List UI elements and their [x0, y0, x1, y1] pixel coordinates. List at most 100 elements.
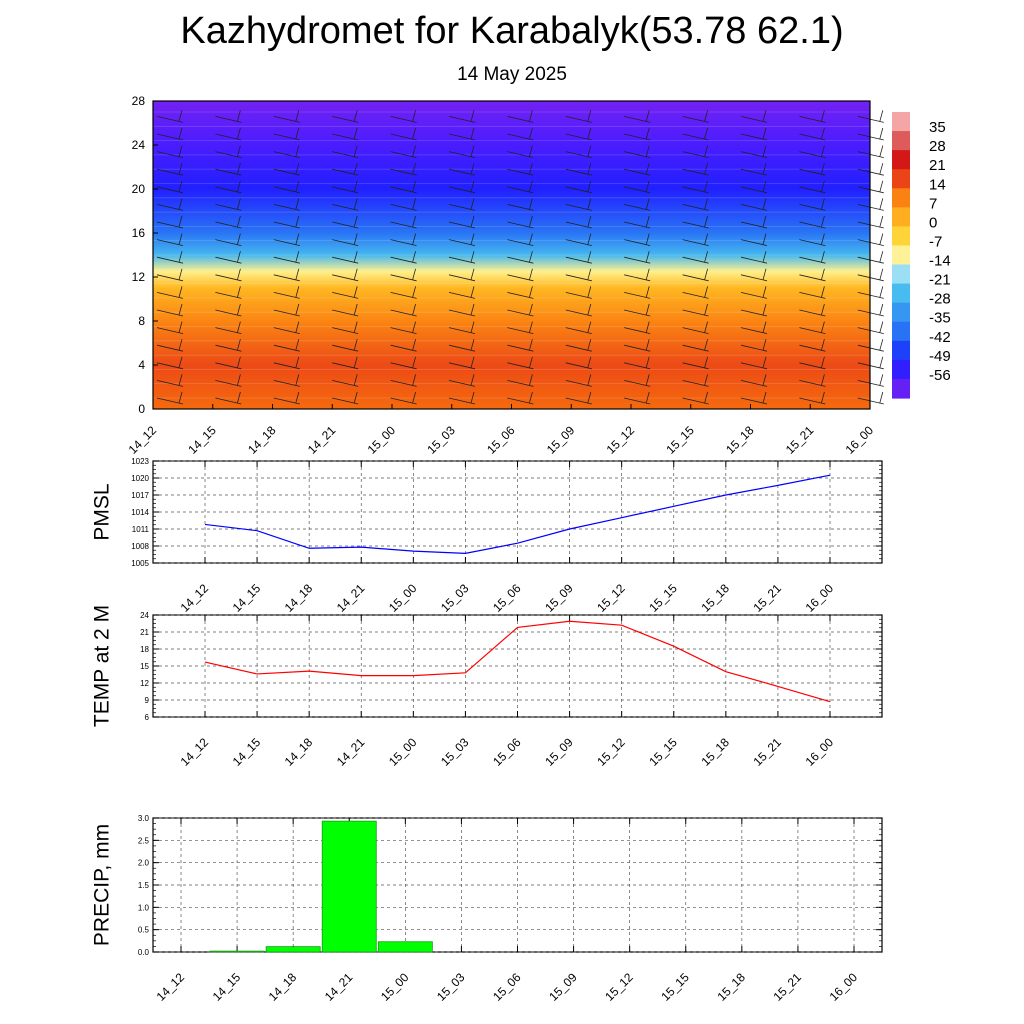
wind-barb [178, 391, 183, 404]
wind-barb [529, 303, 533, 316]
wind-barb [682, 327, 709, 334]
x-tick-label: 15_03 [438, 581, 472, 615]
wind-barb [857, 221, 884, 229]
wind-barb [507, 151, 534, 158]
precip-bar [265, 946, 321, 953]
x-tick-label: 15_15 [646, 581, 680, 615]
wind-barb [565, 397, 592, 405]
x-tick-label: 15_12 [604, 423, 638, 457]
y-tick-label: 1020 [131, 474, 149, 483]
wind-barb [353, 356, 358, 368]
wind-barb [879, 233, 884, 245]
x-tick-label: 15_15 [663, 423, 697, 457]
wind-barb [529, 180, 533, 192]
wind-barb [821, 251, 825, 263]
wind-barb [799, 327, 826, 334]
wind-barb [507, 116, 534, 123]
wind-barb [237, 321, 241, 333]
wind-barb [507, 239, 534, 246]
y-tick-label: 1014 [131, 508, 149, 517]
wind-barb [821, 303, 825, 316]
wind-barb [295, 374, 300, 386]
wind-barb [740, 133, 768, 141]
wind-barb [529, 339, 533, 351]
wind-barb [390, 344, 417, 352]
wind-barb [507, 221, 534, 229]
wind-barb [879, 180, 884, 192]
x-tick-label: 15_12 [602, 970, 636, 1004]
wind-barb [448, 292, 476, 299]
x-tick-label: 15_03 [434, 970, 468, 1004]
wind-barb [879, 145, 884, 157]
wind-barb [624, 344, 651, 352]
wind-barb [799, 380, 826, 387]
wind-barb [507, 204, 534, 211]
x-tick-label: 16_00 [803, 581, 837, 615]
wind-barb [507, 327, 534, 334]
wind-barb [273, 168, 300, 176]
chart-subtitle: 14 May 2025 [457, 64, 567, 85]
wind-barb [332, 204, 359, 211]
wind-barb [448, 133, 476, 141]
wind-barb [740, 186, 768, 194]
x-tick-label: 15_18 [714, 970, 748, 1004]
wind-barb [448, 309, 476, 317]
wind-barb [156, 151, 184, 158]
wind-barb [237, 180, 241, 192]
wind-barb [565, 380, 592, 387]
wind-barb [412, 198, 416, 210]
wind-barb [565, 344, 592, 352]
wind-barb [704, 251, 708, 263]
x-tick-label: 16_00 [803, 735, 837, 769]
wind-barb [156, 133, 184, 141]
wind-barb [470, 233, 475, 245]
wind-barb [704, 339, 708, 351]
wind-barb [390, 256, 417, 264]
wind-barb [273, 186, 300, 194]
y-tick-label: 6 [145, 713, 150, 722]
wind-barb [565, 274, 592, 282]
wind-barb [412, 374, 416, 386]
wind-barb [624, 309, 651, 317]
wind-barb [740, 256, 768, 264]
wind-barb [645, 321, 650, 333]
x-tick-label: 15_12 [594, 735, 628, 769]
wind-barb [273, 292, 300, 299]
wind-barb [587, 268, 592, 280]
wind-barb [821, 286, 825, 298]
colorbar-swatch [892, 283, 910, 304]
y-tick-label: 0.5 [138, 926, 150, 935]
x-tick-label: 14_18 [282, 735, 316, 769]
wind-barb [215, 186, 242, 194]
wind-barb [857, 380, 884, 387]
wind-barb [215, 133, 242, 141]
wind-barb [237, 268, 241, 280]
wind-barb [857, 204, 884, 211]
wind-barb [215, 397, 242, 405]
wind-barb [178, 127, 183, 140]
wind-barb [470, 145, 475, 157]
wind-barb [178, 233, 183, 245]
x-tick-label: 15_03 [424, 423, 458, 457]
wind-barb [237, 163, 241, 175]
colorbar-swatch [892, 245, 910, 266]
wind-barb [412, 180, 416, 192]
wind-barb [412, 286, 416, 298]
wind-barb [529, 198, 533, 210]
wind-barb [295, 163, 300, 175]
wind-barb [762, 251, 767, 263]
colorbar-swatch [892, 321, 910, 342]
x-tick-label: 14_15 [210, 970, 244, 1004]
x-tick-label: 15_09 [544, 423, 578, 457]
wind-barb [273, 133, 300, 141]
wind-barb [587, 303, 592, 316]
wind-barb [448, 344, 476, 352]
wind-barb [740, 116, 768, 123]
wind-barb [879, 356, 884, 368]
wind-barb [762, 356, 767, 368]
wind-barb [390, 274, 417, 282]
wind-barb [178, 198, 183, 210]
wind-barb [821, 163, 825, 175]
x-tick-label: 15_06 [490, 970, 524, 1004]
wind-barb [353, 198, 358, 210]
